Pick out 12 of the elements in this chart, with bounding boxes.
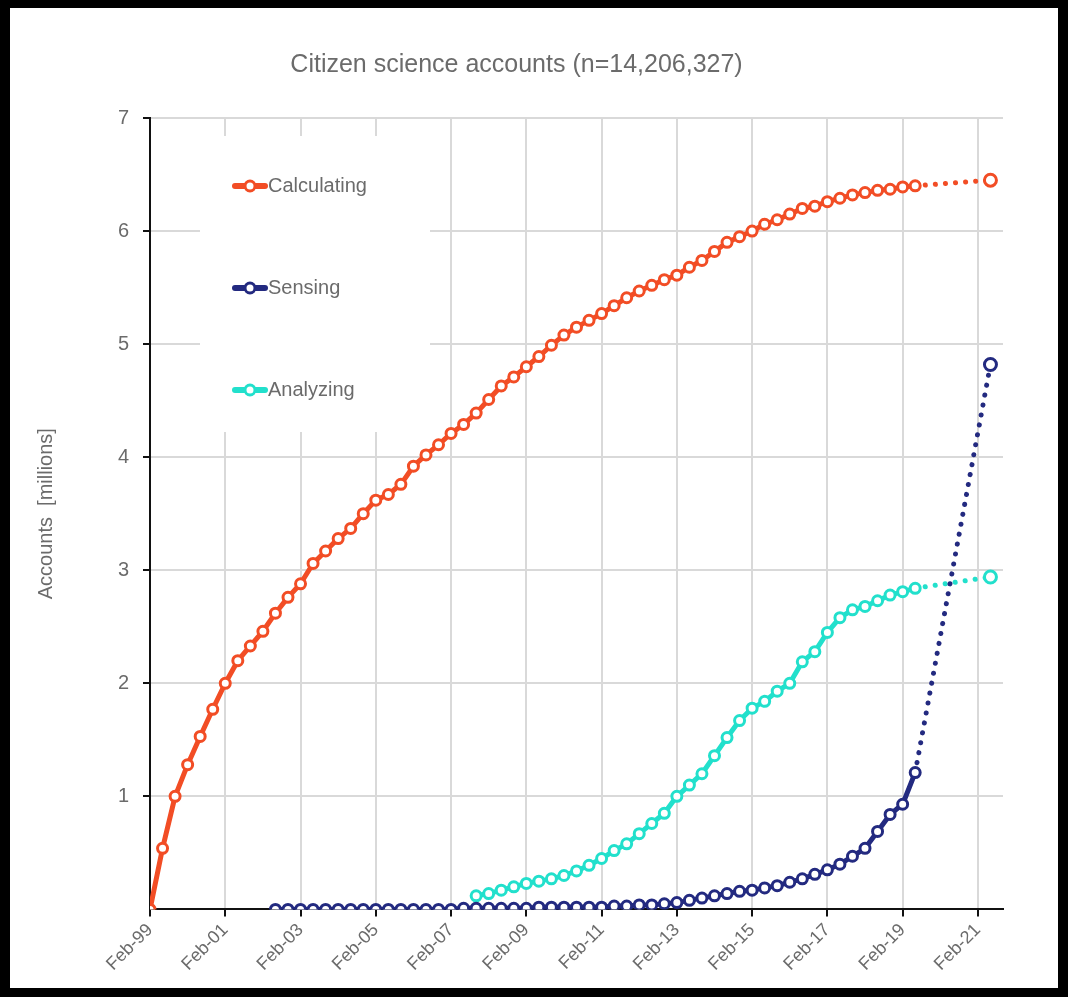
y-tick-label: 3 [117, 557, 129, 580]
y-tick-label: 7 [117, 105, 129, 128]
y-axis-title: Accounts [millions] [33, 428, 56, 600]
legend-label: Calculating [268, 173, 367, 196]
y-tick-label: 1 [117, 783, 129, 806]
chart-title: Citizen science accounts (n=14,206,327) [290, 48, 743, 77]
y-tick-label: 2 [117, 670, 129, 693]
y-tick-label: 6 [117, 218, 129, 241]
y-tick-label: 4 [117, 444, 129, 467]
legend-label: Analyzing [268, 377, 355, 400]
y-tick-label: 5 [117, 331, 129, 354]
legend-label: Sensing [268, 275, 341, 298]
